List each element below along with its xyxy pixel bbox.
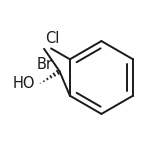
Text: Cl: Cl [45, 31, 59, 46]
Text: HO: HO [13, 76, 36, 91]
Text: Br: Br [37, 57, 53, 72]
